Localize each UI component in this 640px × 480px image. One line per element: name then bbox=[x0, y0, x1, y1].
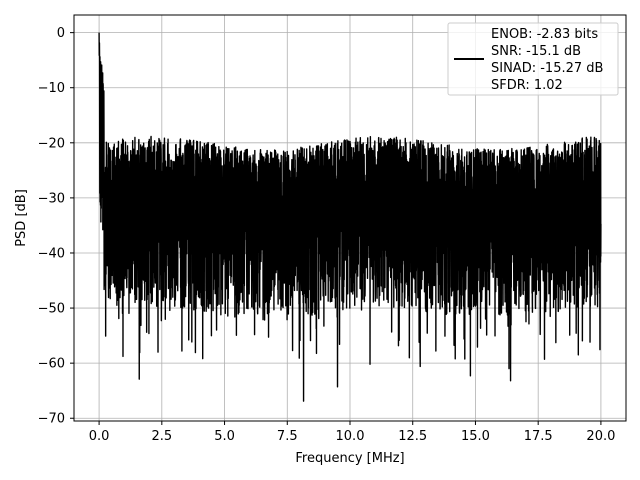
legend-entry-label: ENOB: -2.83 bits SNR: -15.1 dB SINAD: -15.… bbox=[491, 27, 603, 93]
y-axis-label: PSD [dB] bbox=[14, 189, 29, 247]
x-tick-label: 17.5 bbox=[524, 429, 553, 444]
x-tick-label: 20.0 bbox=[586, 429, 615, 444]
psd-series-line bbox=[98, 32, 602, 402]
x-axis-label: Frequency [MHz] bbox=[295, 451, 404, 466]
y-tick-label: −70 bbox=[38, 412, 65, 427]
x-axis-ticks: 0.0 2.5 5.0 7.5 10.0 12.5 15.0 17.5 20.0 bbox=[89, 421, 615, 444]
y-axis-ticks: 0 −10 −20 −30 −40 −50 −60 −70 bbox=[38, 26, 74, 427]
y-tick-label: −30 bbox=[38, 191, 65, 206]
x-tick-label: 10.0 bbox=[336, 429, 365, 444]
x-tick-label: 2.5 bbox=[151, 429, 172, 444]
legend-line-0: ENOB: -2.83 bits bbox=[491, 27, 598, 42]
series-layer bbox=[98, 32, 602, 402]
x-tick-label: 15.0 bbox=[461, 429, 490, 444]
legend: ENOB: -2.83 bits SNR: -15.1 dB SINAD: -15.… bbox=[447, 22, 619, 96]
x-tick-label: 12.5 bbox=[398, 429, 427, 444]
legend-line-3: SFDR: 1.02 bbox=[491, 78, 563, 93]
legend-line-2: SINAD: -15.27 dB bbox=[491, 61, 603, 76]
y-tick-label: 0 bbox=[57, 26, 65, 41]
y-tick-label: −40 bbox=[38, 246, 65, 261]
legend-line-1: SNR: -15.1 dB bbox=[491, 44, 581, 59]
y-tick-label: −50 bbox=[38, 302, 65, 317]
x-tick-label: 5.0 bbox=[214, 429, 235, 444]
y-tick-label: −20 bbox=[38, 136, 65, 151]
y-tick-label: −10 bbox=[38, 81, 65, 96]
y-tick-label: −60 bbox=[38, 357, 65, 372]
x-tick-label: 0.0 bbox=[89, 429, 110, 444]
legend-box bbox=[447, 22, 619, 96]
x-tick-label: 7.5 bbox=[277, 429, 298, 444]
